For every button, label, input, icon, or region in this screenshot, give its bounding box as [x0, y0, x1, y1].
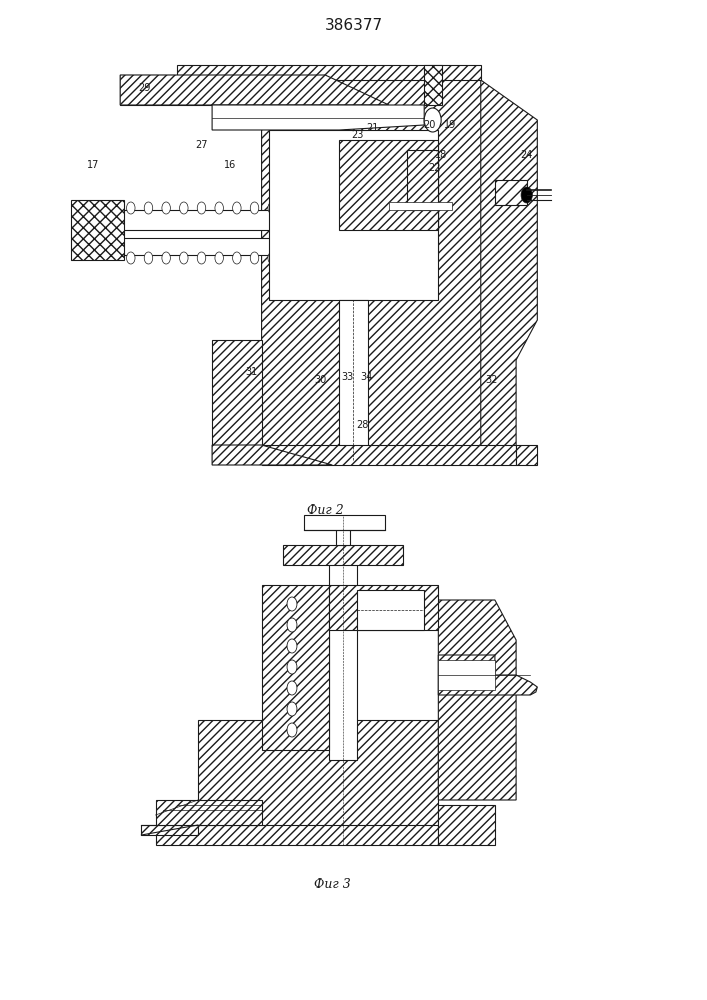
- Circle shape: [287, 618, 297, 632]
- Text: 18: 18: [435, 150, 448, 160]
- Text: 24: 24: [520, 150, 533, 160]
- Circle shape: [268, 252, 276, 264]
- Polygon shape: [516, 445, 537, 465]
- Polygon shape: [156, 825, 438, 845]
- Circle shape: [287, 681, 297, 695]
- Polygon shape: [177, 65, 481, 105]
- Circle shape: [144, 252, 153, 264]
- Polygon shape: [198, 720, 438, 840]
- Polygon shape: [438, 805, 495, 845]
- Circle shape: [287, 597, 297, 611]
- Circle shape: [356, 202, 365, 214]
- Text: 386377: 386377: [325, 17, 382, 32]
- Text: 30: 30: [314, 375, 327, 385]
- Polygon shape: [304, 515, 385, 530]
- Text: 23: 23: [351, 130, 363, 140]
- Polygon shape: [262, 585, 329, 750]
- Text: 27: 27: [195, 140, 208, 150]
- Circle shape: [356, 252, 365, 264]
- Polygon shape: [339, 300, 368, 460]
- Text: 21: 21: [366, 123, 379, 133]
- Circle shape: [321, 252, 329, 264]
- Polygon shape: [329, 585, 438, 630]
- Polygon shape: [120, 210, 438, 230]
- Circle shape: [424, 108, 441, 132]
- Circle shape: [286, 252, 294, 264]
- Text: Фиг 2: Фиг 2: [307, 504, 344, 516]
- Polygon shape: [71, 200, 124, 260]
- Text: 29: 29: [139, 83, 151, 93]
- Circle shape: [250, 202, 259, 214]
- Polygon shape: [407, 150, 438, 210]
- Polygon shape: [262, 80, 495, 460]
- Circle shape: [250, 252, 259, 264]
- Circle shape: [287, 723, 297, 737]
- Circle shape: [197, 202, 206, 214]
- Polygon shape: [481, 80, 537, 460]
- Circle shape: [162, 252, 170, 264]
- Circle shape: [339, 252, 347, 264]
- Polygon shape: [336, 525, 350, 545]
- Polygon shape: [438, 655, 537, 695]
- Polygon shape: [120, 238, 438, 255]
- Polygon shape: [120, 75, 177, 105]
- Text: 28: 28: [356, 420, 369, 430]
- Polygon shape: [495, 180, 527, 205]
- Polygon shape: [156, 800, 262, 825]
- Polygon shape: [389, 202, 452, 210]
- Text: 33: 33: [341, 372, 354, 382]
- Circle shape: [215, 252, 223, 264]
- Polygon shape: [262, 445, 516, 465]
- Circle shape: [321, 202, 329, 214]
- Polygon shape: [212, 445, 332, 465]
- Circle shape: [215, 202, 223, 214]
- Text: 17: 17: [87, 160, 100, 170]
- Text: 34: 34: [360, 372, 373, 382]
- Polygon shape: [438, 600, 516, 800]
- Circle shape: [127, 252, 135, 264]
- Polygon shape: [283, 545, 403, 565]
- Text: 19: 19: [444, 120, 457, 130]
- Circle shape: [286, 202, 294, 214]
- Polygon shape: [339, 140, 438, 230]
- Circle shape: [127, 202, 135, 214]
- Polygon shape: [141, 825, 198, 835]
- Circle shape: [162, 202, 170, 214]
- Polygon shape: [357, 590, 424, 630]
- Circle shape: [268, 202, 276, 214]
- Text: 16: 16: [223, 160, 236, 170]
- Polygon shape: [438, 660, 495, 690]
- Circle shape: [303, 202, 312, 214]
- Circle shape: [287, 702, 297, 716]
- Circle shape: [180, 202, 188, 214]
- Circle shape: [144, 202, 153, 214]
- Polygon shape: [120, 75, 389, 105]
- Polygon shape: [269, 130, 438, 300]
- Polygon shape: [212, 340, 262, 460]
- Circle shape: [197, 252, 206, 264]
- Circle shape: [287, 639, 297, 653]
- Circle shape: [339, 202, 347, 214]
- Text: 32: 32: [485, 375, 498, 385]
- Text: 22: 22: [428, 163, 441, 173]
- Polygon shape: [424, 65, 442, 105]
- Circle shape: [287, 660, 297, 674]
- Circle shape: [521, 187, 532, 203]
- Circle shape: [233, 252, 241, 264]
- Circle shape: [180, 252, 188, 264]
- Circle shape: [233, 202, 241, 214]
- Circle shape: [303, 252, 312, 264]
- Text: 31: 31: [245, 367, 257, 377]
- Polygon shape: [329, 560, 357, 760]
- Polygon shape: [212, 105, 424, 130]
- Text: 20: 20: [423, 120, 436, 130]
- Text: Фиг 3: Фиг 3: [314, 879, 351, 892]
